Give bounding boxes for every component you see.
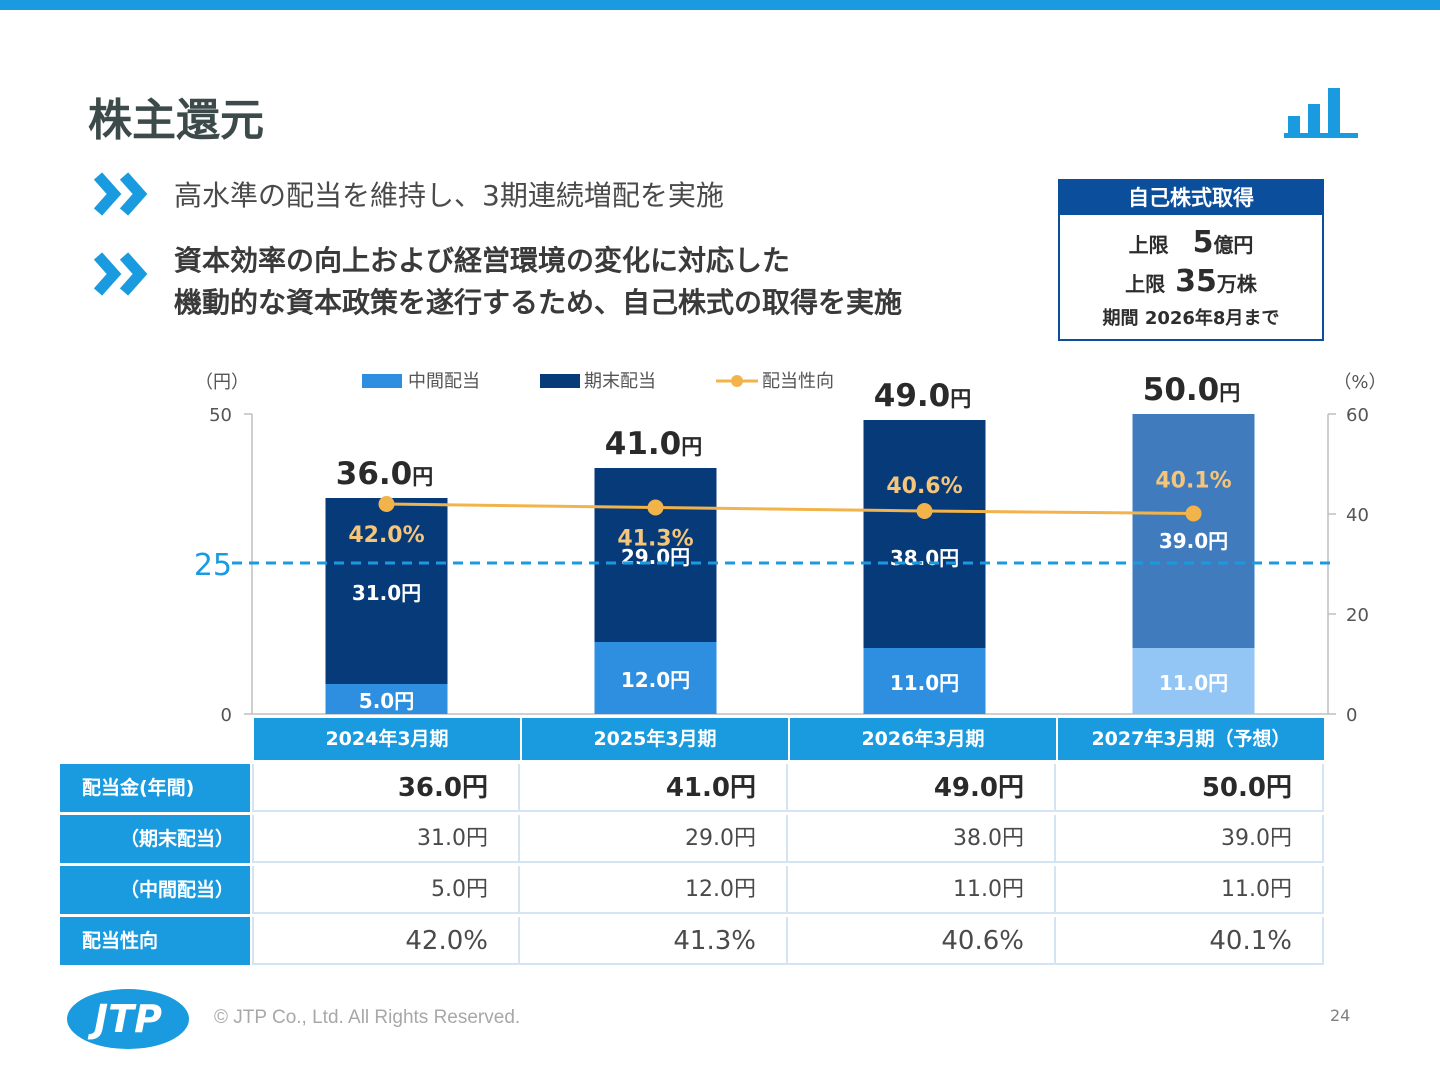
table-cell: 41.0円 — [520, 764, 788, 812]
legend-label-year-end: 期末配当 — [584, 371, 656, 392]
table-cell: 40.6% — [788, 917, 1056, 965]
table-cell: 11.0円 — [1056, 866, 1324, 914]
logo-text: JTP — [87, 997, 162, 1041]
bar-total-label: 36.0円 — [336, 456, 434, 492]
buyback-box: 自己株式取得 上限 5億円 上限 35万株 期間 2026年8月まで — [1058, 179, 1324, 341]
y-left-tick-label: 50 — [209, 405, 232, 426]
row-header-payout: 配当性向 — [60, 917, 250, 965]
bar-year-end — [863, 420, 986, 648]
row-header-interim: （中間配当） — [60, 866, 250, 914]
buyback-shares-label: 上限 — [1125, 272, 1166, 296]
payout-label: 42.0% — [348, 523, 424, 548]
table-cell: 41.3% — [520, 917, 788, 965]
bar-interim-label: 12.0円 — [621, 668, 690, 692]
y-right-tick-label: 20 — [1346, 605, 1369, 626]
bar-interim-label: 5.0円 — [359, 689, 414, 713]
bar-year-end — [594, 468, 717, 642]
top-accent-bar — [0, 0, 1440, 10]
bar-interim-label: 11.0円 — [1159, 671, 1228, 695]
table-cell: 31.0円 — [252, 815, 520, 863]
bar-interim — [594, 642, 717, 714]
table-cell: 29.0円 — [520, 815, 788, 863]
payout-point — [647, 499, 664, 516]
bar-year-end — [1132, 414, 1255, 648]
page-number: 24 — [1330, 1006, 1351, 1025]
bullet-dividend-policy: 高水準の配当を維持し、3期連続増配を実施 — [174, 179, 724, 212]
buyback-shares-value: 35 — [1175, 264, 1217, 299]
bar-interim-label: 11.0円 — [890, 671, 959, 695]
legend-label-interim: 中間配当 — [408, 371, 480, 392]
payout-label: 40.6% — [886, 474, 962, 499]
double-chevron-icon — [93, 172, 148, 216]
buyback-amount-label: 上限 — [1128, 233, 1169, 257]
category-header: 2024年3月期 — [252, 718, 520, 760]
company-logo: JTP — [67, 989, 189, 1049]
payout-line — [386, 502, 1194, 515]
payout-label: 41.3% — [617, 527, 693, 552]
page-title: 株主還元 — [88, 95, 264, 146]
payout-point — [378, 496, 395, 512]
buyback-period: 期間 2026年8月まで — [1102, 308, 1280, 329]
table-cell: 36.0円 — [252, 764, 520, 812]
bullet-buyback: 資本効率の向上および経営環境の変化に対応した 機動的な資本政策を遂行するため、自… — [174, 240, 902, 324]
y-left-axis-title: （円） — [195, 372, 249, 393]
legend-label-payout: 配当性向 — [762, 371, 834, 392]
bullet-buyback-line2: 機動的な資本政策を遂行するため、自己株式の取得を実施 — [174, 286, 903, 319]
legend-swatch-interim — [362, 374, 402, 388]
y-right-tick-label: 40 — [1346, 505, 1369, 526]
bar-year-end-label: 39.0円 — [1159, 529, 1228, 553]
bar-interim — [863, 648, 986, 714]
payout-point — [916, 503, 933, 519]
bullet-buyback-line1: 資本効率の向上および経営環境の変化に対応した — [174, 244, 791, 277]
category-header: 2026年3月期 — [788, 718, 1056, 760]
bar-chart-icon — [1284, 88, 1358, 138]
row-header-annual: 配当金(年間) — [60, 764, 250, 812]
bar-total-unit: 円 — [681, 435, 702, 459]
category-header: 2025年3月期 — [520, 718, 788, 760]
copyright: © JTP Co., Ltd. All Rights Reserved. — [214, 1007, 521, 1028]
table-cell: 12.0円 — [520, 866, 788, 914]
table-cell: 49.0円 — [788, 764, 1056, 812]
table-cell: 42.0% — [252, 917, 520, 965]
y-right-axis-title: （%） — [1333, 372, 1386, 393]
y-left-tick-label: 0 — [221, 705, 232, 726]
table-cell: 38.0円 — [788, 815, 1056, 863]
table-cell: 50.0円 — [1056, 764, 1324, 812]
payout-label: 40.1% — [1155, 469, 1231, 494]
legend-marker-payout — [731, 375, 743, 387]
reference-line-label: 25 — [194, 548, 232, 583]
bar-total-label: 50.0円 — [1143, 372, 1241, 408]
bar-year-end-label: 38.0円 — [890, 546, 959, 570]
legend-swatch-year-end — [540, 374, 580, 388]
bar-total-unit: 円 — [1219, 381, 1240, 405]
buyback-shares-row: 上限 35万株 — [1060, 263, 1322, 301]
buyback-amount-row: 上限 5億円 — [1060, 223, 1322, 263]
buyback-shares-unit: 万株 — [1216, 272, 1257, 296]
buyback-heading: 自己株式取得 — [1060, 181, 1322, 215]
table-cell: 39.0円 — [1056, 815, 1324, 863]
buyback-amount-unit: 億円 — [1213, 233, 1254, 257]
bar-year-end-label: 29.0円 — [621, 545, 690, 569]
bar-interim — [325, 684, 448, 714]
bar-total-unit: 円 — [412, 465, 433, 489]
buyback-amount-value: 5 — [1192, 225, 1214, 260]
bar-total-unit: 円 — [950, 387, 971, 411]
row-header-year-end: （期末配当） — [60, 815, 250, 863]
double-chevron-icon — [93, 252, 148, 296]
bar-interim — [1132, 648, 1255, 714]
table-cell: 11.0円 — [788, 866, 1056, 914]
dividend-chart: 0 50 0 20 40 60 （円） （%） 中間配当 期末配当 配当性向 5.0円 31.0円 36.… — [194, 371, 1387, 726]
bar-total-label: 49.0円 — [874, 378, 972, 414]
y-right-tick-label: 0 — [1346, 705, 1357, 726]
category-header: 2027年3月期（予想） — [1056, 718, 1324, 760]
bar-year-end — [325, 498, 448, 684]
table-cell: 5.0円 — [252, 866, 520, 914]
y-right-tick-label: 60 — [1346, 405, 1369, 426]
payout-point — [1185, 505, 1202, 522]
bar-total-label: 41.0円 — [605, 426, 703, 462]
table-cell: 40.1% — [1056, 917, 1324, 965]
bar-year-end-label: 31.0円 — [352, 581, 421, 605]
